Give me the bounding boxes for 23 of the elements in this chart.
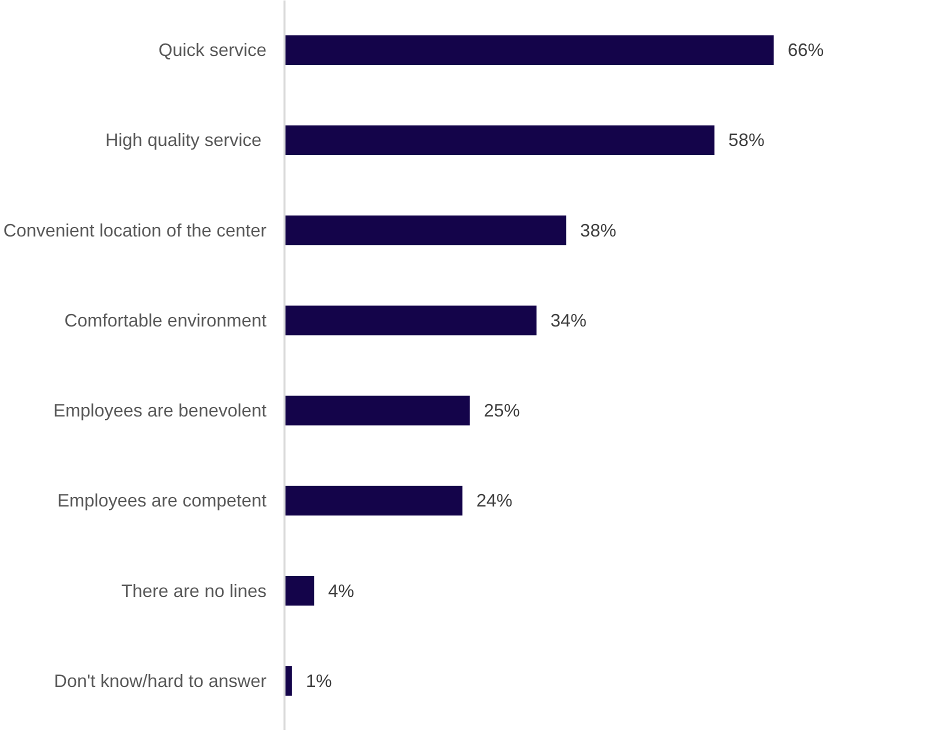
bar bbox=[284, 125, 714, 156]
y-tick-label: High quality service bbox=[105, 130, 262, 150]
data-label: 24% bbox=[476, 490, 512, 511]
y-tick-label: Quick service bbox=[158, 40, 267, 60]
bar bbox=[284, 576, 314, 606]
data-label: 34% bbox=[550, 310, 587, 330]
bar bbox=[284, 396, 470, 426]
y-tick-label: Employees are benevolent bbox=[53, 400, 267, 421]
y-tick-label: There are no lines bbox=[121, 580, 267, 601]
data-label: 66% bbox=[788, 40, 824, 60]
y-tick-label: Don't know/hard to answer bbox=[54, 670, 267, 691]
data-label: 4% bbox=[328, 580, 354, 601]
data-label: 38% bbox=[580, 220, 616, 240]
y-tick-label: Employees are competent bbox=[57, 490, 266, 511]
data-label: 25% bbox=[484, 400, 520, 421]
bar bbox=[284, 35, 774, 65]
bar bbox=[284, 306, 537, 336]
data-label: 58% bbox=[728, 130, 764, 150]
y-tick-label: Comfortable environment bbox=[64, 310, 267, 330]
bar bbox=[284, 215, 566, 246]
y-tick-label: Convenient location of the center bbox=[3, 220, 267, 240]
data-label: 1% bbox=[306, 670, 332, 691]
bar bbox=[284, 486, 462, 516]
